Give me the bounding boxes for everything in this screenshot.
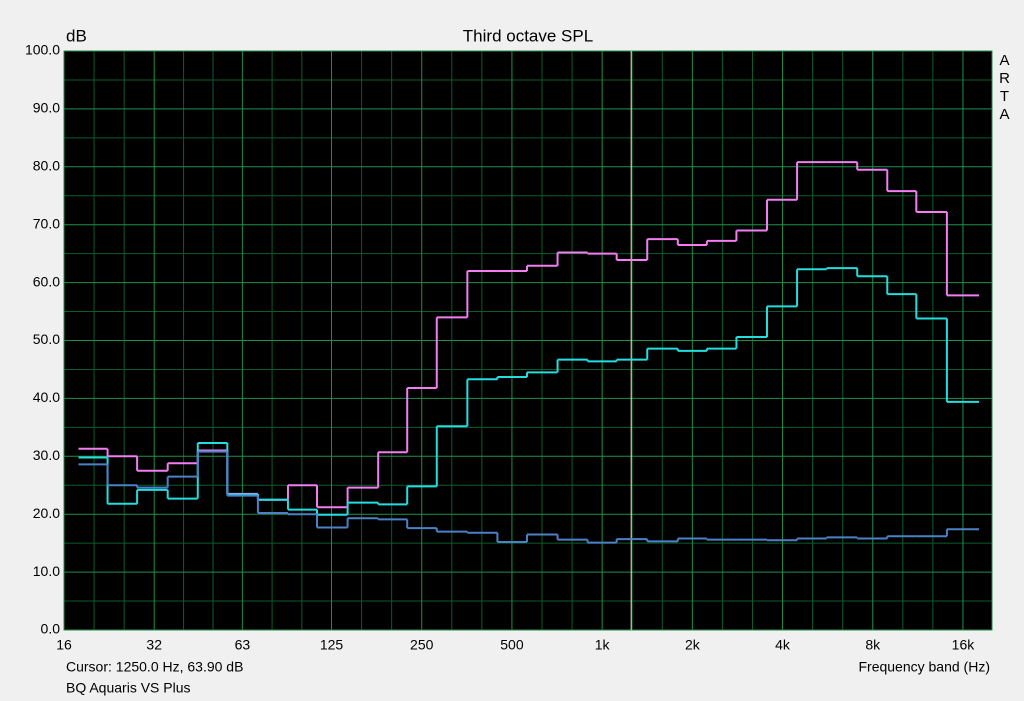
x-tick-label: 4k [775, 637, 791, 653]
x-tick-label: 16k [952, 637, 976, 653]
x-tick-label: 500 [500, 637, 524, 653]
y-tick-label: 10.0 [33, 563, 60, 579]
y-tick-label: 70.0 [33, 215, 60, 231]
x-axis-label: Frequency band (Hz) [858, 659, 990, 675]
y-tick-label: 0.0 [41, 621, 61, 637]
x-tick-label: 2k [685, 637, 701, 653]
device-name: BQ Aquaris VS Plus [66, 680, 191, 696]
y-tick-label: 60.0 [33, 273, 60, 289]
y-tick-label: 40.0 [33, 389, 60, 405]
y-tick-label: 80.0 [33, 158, 60, 174]
y-tick-label: 20.0 [33, 505, 60, 521]
cursor-readout: Cursor: 1250.0 Hz, 63.90 dB [66, 659, 243, 675]
y-tick-label: 50.0 [33, 331, 60, 347]
y-tick-label: 100.0 [25, 42, 60, 58]
x-tick-label: 1k [595, 637, 611, 653]
y-axis-label: dB [66, 26, 87, 45]
x-tick-label: 125 [320, 637, 344, 653]
x-tick-label: 8k [865, 637, 881, 653]
x-tick-label: 32 [146, 637, 162, 653]
watermark: ARTA [996, 52, 1013, 124]
x-tick-label: 63 [235, 637, 251, 653]
y-tick-label: 90.0 [33, 100, 60, 116]
y-tick-label: 30.0 [33, 447, 60, 463]
chart-title: Third octave SPL [463, 26, 593, 45]
plot-border [63, 50, 993, 631]
x-tick-label: 250 [410, 637, 434, 653]
x-tick-label: 16 [56, 637, 72, 653]
